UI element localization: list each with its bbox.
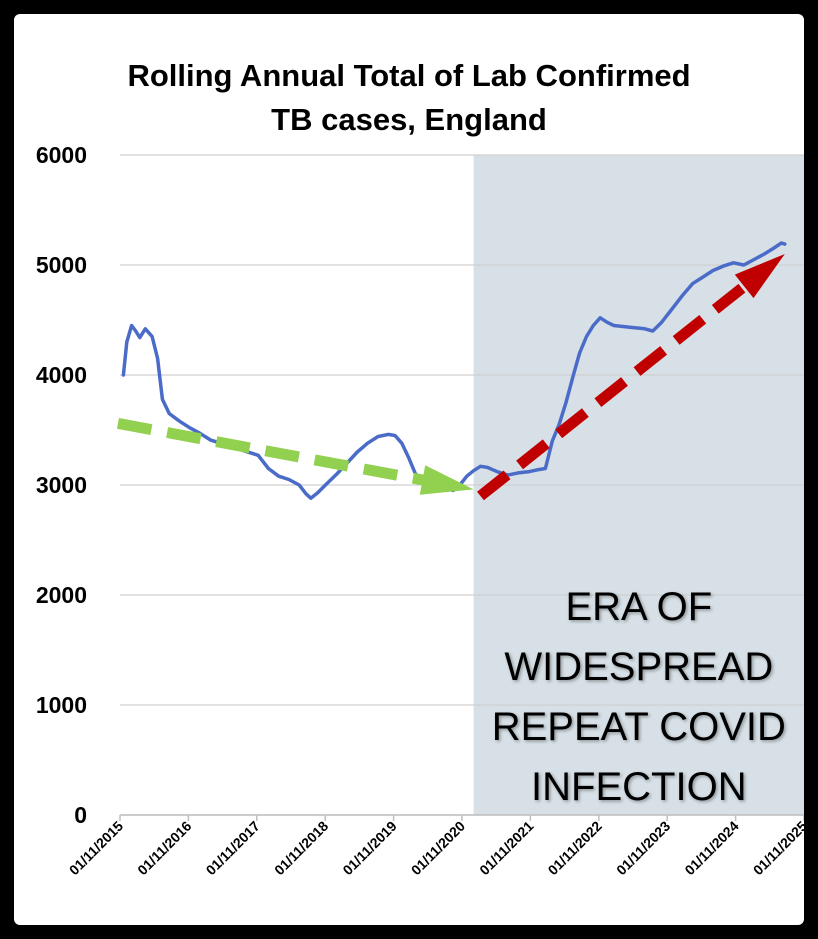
y-tick-label: 3000	[36, 472, 87, 498]
red-trend-arrow-shaft	[477, 279, 751, 501]
era-annotation-line: WIDESPREAD	[504, 645, 773, 689]
y-tick-label: 4000	[36, 362, 87, 388]
era-annotation-line: INFECTION	[531, 765, 747, 809]
x-tick-label: 01/11/2017	[203, 818, 263, 878]
chart-frame: Rolling Annual Total of Lab Confirmed TB…	[14, 14, 804, 925]
x-tick-label: 01/11/2019	[339, 818, 399, 878]
chart-title-line-1: Rolling Annual Total of Lab Confirmed	[127, 58, 691, 93]
x-tick-label: 01/11/2021	[476, 818, 536, 878]
chart-title: Rolling Annual Total of Lab Confirmed TB…	[14, 54, 804, 142]
red-trend-arrow-head	[734, 254, 785, 299]
y-tick-label: 0	[74, 802, 87, 828]
era-annotation-line: REPEAT COVID	[492, 705, 786, 749]
y-tick-label: 1000	[36, 692, 87, 718]
green-trend-arrow-shaft	[116, 417, 428, 487]
era-annotation-line: ERA OF	[565, 585, 712, 629]
x-tick-label: 01/11/2023	[613, 818, 673, 878]
chart-title-line-2: TB cases, England	[271, 102, 547, 137]
x-tick-label: 01/11/2020	[408, 818, 468, 878]
y-tick-label: 2000	[36, 582, 87, 608]
x-tick-label: 01/11/2025	[750, 818, 804, 878]
y-tick-label: 5000	[36, 252, 87, 278]
x-tick-label: 01/11/2024	[681, 818, 741, 878]
x-tick-label: 01/11/2016	[134, 818, 194, 878]
green-trend-arrow-head	[419, 465, 474, 495]
x-tick-label: 01/11/2018	[271, 818, 331, 878]
y-tick-label: 6000	[36, 142, 87, 168]
x-tick-label: 01/11/2022	[545, 818, 605, 878]
